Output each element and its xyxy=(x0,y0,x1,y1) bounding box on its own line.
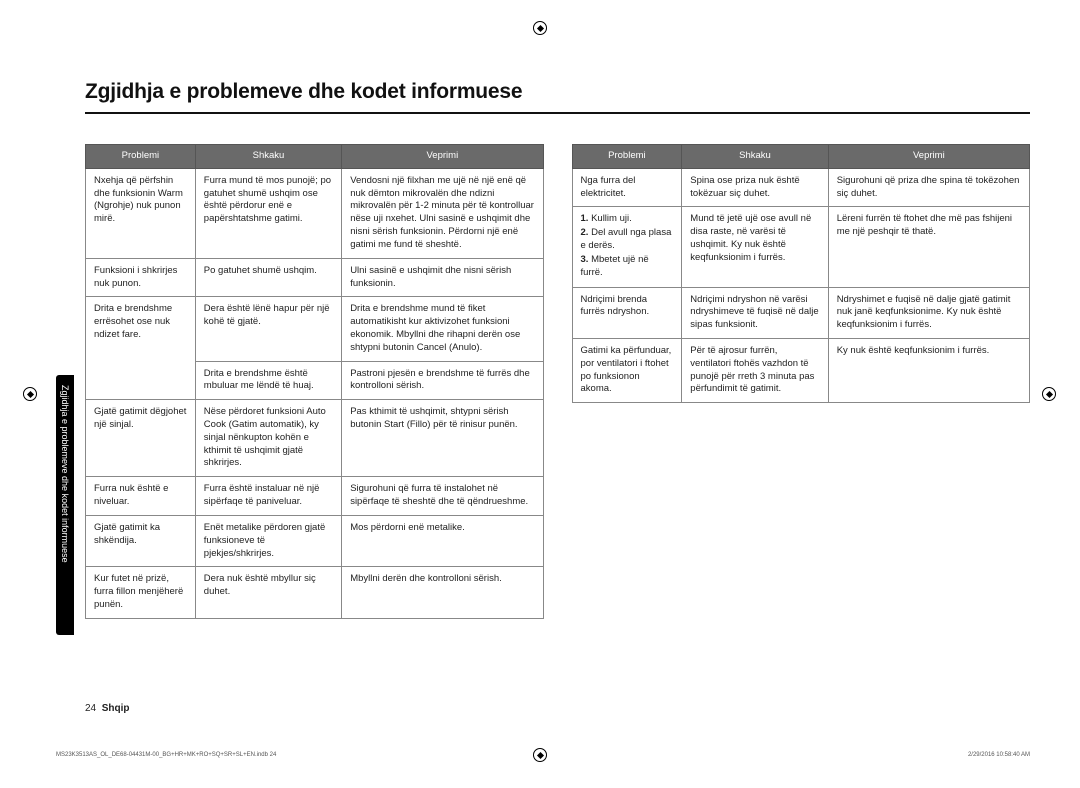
cell-cause: Enët metalike përdoren gjatë funksioneve… xyxy=(195,515,341,566)
cell-action: Mos përdorni enë metalike. xyxy=(342,515,543,566)
th-cause: Shkaku xyxy=(195,145,341,169)
crop-mark-right xyxy=(1042,387,1056,401)
th-action: Veprimi xyxy=(342,145,543,169)
cell-cause: Dera është lënë hapur për një kohë të gj… xyxy=(195,297,341,361)
cell-action: Lëreni furrën të ftohet dhe më pas fshij… xyxy=(828,207,1029,287)
cell-action: Sigurohuni që furra të instalohet në sip… xyxy=(342,477,543,516)
th-action: Veprimi xyxy=(828,145,1029,169)
table-row: Nga furra del elektricitet.Spina ose pri… xyxy=(572,168,1030,207)
troubleshoot-table-left: Problemi Shkaku Veprimi Nxehja që përfsh… xyxy=(85,144,544,619)
page-title: Zgjidhja e problemeve dhe kodet informue… xyxy=(85,80,1030,114)
cell-problem: Funksioni i shkrirjes nuk punon. xyxy=(86,258,196,297)
left-column: Problemi Shkaku Veprimi Nxehja që përfsh… xyxy=(85,144,544,619)
table-row: Gjatë gatimit ka shkëndija.Enët metalike… xyxy=(86,515,544,566)
cell-action: Sigurohuni që priza dhe spina të tokëzoh… xyxy=(828,168,1029,207)
cell-problem: Nga furra del elektricitet. xyxy=(572,168,682,207)
th-problem: Problemi xyxy=(572,145,682,169)
cell-cause: Furra është instaluar në një sipërfaqe t… xyxy=(195,477,341,516)
cell-cause: Dera nuk është mbyllur siç duhet. xyxy=(195,567,341,618)
crop-mark-left xyxy=(23,387,37,401)
cell-cause: Furra mund të mos punojë; po gatuhet shu… xyxy=(195,168,341,258)
cell-cause: Ndriçimi ndryshon në varësi ndryshimeve … xyxy=(682,287,828,338)
cell-problem: Gatimi ka përfunduar, por ventilatori i … xyxy=(572,338,682,402)
cell-problem: Gjatë gatimit dëgjohet një sinjal. xyxy=(86,400,196,477)
page-number: 24 Shqip xyxy=(85,703,129,714)
cell-problem: Drita e brendshme errësohet ose nuk ndiz… xyxy=(86,297,196,400)
cell-cause: Spina ose priza nuk është tokëzuar siç d… xyxy=(682,168,828,207)
table-row: Furra nuk është e niveluar.Furra është i… xyxy=(86,477,544,516)
cell-action: Drita e brendshme mund të fiket automati… xyxy=(342,297,543,361)
cell-action: Pas kthimit të ushqimit, shtypni sërish … xyxy=(342,400,543,477)
cell-cause: Mund të jetë ujë ose avull në disa raste… xyxy=(682,207,828,287)
table-row: Gjatë gatimit dëgjohet një sinjal.Nëse p… xyxy=(86,400,544,477)
cell-action: Ulni sasinë e ushqimit dhe nisni sërish … xyxy=(342,258,543,297)
cell-problem: Kur futet në prizë, furra fillon menjëhe… xyxy=(86,567,196,618)
table-row: Gatimi ka përfunduar, por ventilatori i … xyxy=(572,338,1030,402)
th-problem: Problemi xyxy=(86,145,196,169)
table-row: Nxehja që përfshin dhe funksionin Warm (… xyxy=(86,168,544,258)
footer-filename: MS23K3513AS_OL_DE68-04431M-00_BG+HR+MK+R… xyxy=(56,752,276,758)
troubleshoot-table-right: Problemi Shkaku Veprimi Nga furra del el… xyxy=(572,144,1031,403)
cell-cause: Nëse përdoret funksioni Auto Cook (Gatim… xyxy=(195,400,341,477)
th-cause: Shkaku xyxy=(682,145,828,169)
table-row: Funksioni i shkrirjes nuk punon.Po gatuh… xyxy=(86,258,544,297)
cell-action: Ky nuk është keqfunksionim i furrës. xyxy=(828,338,1029,402)
cell-action: Pastroni pjesën e brendshme të furrës dh… xyxy=(342,361,543,400)
cell-cause: Për të ajrosur furrën, ventilatori ftohë… xyxy=(682,338,828,402)
cell-problem: Ndriçimi brenda furrës ndryshon. xyxy=(572,287,682,338)
table-row: Drita e brendshme errësohet ose nuk ndiz… xyxy=(86,297,544,361)
cell-action: Ndryshimet e fuqisë në dalje gjatë gatim… xyxy=(828,287,1029,338)
cell-action: Vendosni një filxhan me ujë në një enë q… xyxy=(342,168,543,258)
table-row: 1. Kullim uji.2. Del avull nga plasa e d… xyxy=(572,207,1030,287)
right-column: Problemi Shkaku Veprimi Nga furra del el… xyxy=(572,144,1031,619)
cell-cause: Po gatuhet shumë ushqim. xyxy=(195,258,341,297)
crop-mark-bottom xyxy=(533,748,547,762)
cell-cause: Drita e brendshme është mbuluar me lëndë… xyxy=(195,361,341,400)
footer-timestamp: 2/29/2016 10:58:40 AM xyxy=(968,752,1030,758)
crop-mark-top xyxy=(533,21,547,35)
cell-problem: 1. Kullim uji.2. Del avull nga plasa e d… xyxy=(572,207,682,287)
side-tab: Zgjidhja e problemeve dhe kodet informue… xyxy=(56,375,74,635)
cell-problem: Gjatë gatimit ka shkëndija. xyxy=(86,515,196,566)
cell-problem: Nxehja që përfshin dhe funksionin Warm (… xyxy=(86,168,196,258)
table-row: Kur futet në prizë, furra fillon menjëhe… xyxy=(86,567,544,618)
cell-problem: Furra nuk është e niveluar. xyxy=(86,477,196,516)
cell-action: Mbyllni derën dhe kontrolloni sërish. xyxy=(342,567,543,618)
table-row: Ndriçimi brenda furrës ndryshon.Ndriçimi… xyxy=(572,287,1030,338)
